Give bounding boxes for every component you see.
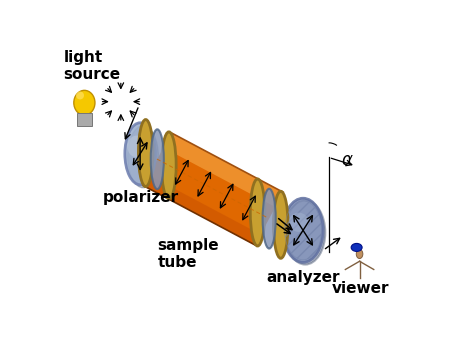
Text: light
source: light source	[64, 50, 121, 82]
Polygon shape	[143, 175, 261, 245]
Ellipse shape	[289, 213, 309, 232]
Polygon shape	[164, 133, 283, 207]
Text: polarizer: polarizer	[102, 190, 179, 205]
Text: analyzer: analyzer	[266, 271, 340, 285]
Ellipse shape	[128, 126, 158, 188]
Polygon shape	[143, 133, 283, 245]
Ellipse shape	[250, 179, 265, 246]
Ellipse shape	[285, 201, 325, 264]
Ellipse shape	[74, 90, 95, 115]
Ellipse shape	[263, 189, 276, 248]
Text: α: α	[341, 151, 352, 169]
Ellipse shape	[351, 244, 362, 251]
Ellipse shape	[151, 129, 164, 189]
Ellipse shape	[273, 191, 288, 258]
Ellipse shape	[283, 198, 323, 262]
Text: sample
tube: sample tube	[157, 237, 219, 270]
Ellipse shape	[356, 250, 363, 258]
FancyBboxPatch shape	[77, 113, 92, 126]
Ellipse shape	[125, 123, 155, 185]
Ellipse shape	[76, 92, 84, 99]
Ellipse shape	[162, 132, 176, 199]
Text: viewer: viewer	[332, 281, 390, 296]
Ellipse shape	[128, 136, 146, 157]
Ellipse shape	[138, 120, 153, 187]
